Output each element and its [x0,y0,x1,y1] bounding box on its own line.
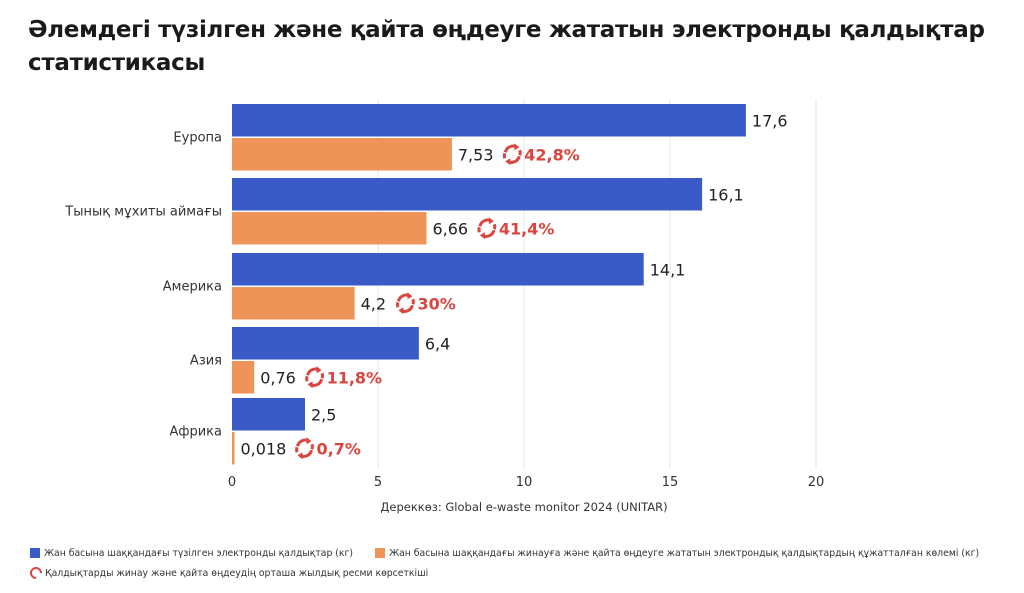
category-label: Тынық мұхиты аймағы [64,205,222,220]
recycle-icon [305,366,324,389]
value-label: 6,66 [432,219,468,238]
rate-label: 11,8% [327,368,383,387]
bar-generated [232,398,305,431]
bar-recycled [232,432,235,465]
bar-generated [232,178,703,211]
recycle-icon [295,437,314,460]
rate-label: 41,4% [499,219,555,238]
value-label: 16,1 [708,185,744,204]
category-label: Африка [169,425,222,440]
bar-generated [232,327,419,360]
x-tick-label: 5 [374,475,382,490]
chart-title: Әлемдегі түзілген және қайта өңдеуге жат… [28,17,985,76]
legend-item-rate: Қалдықтарды жинау және қайта өңдеудің ор… [27,564,429,582]
legend-item-recycled: Жан басына шаққандағы жинауға және қайта… [375,548,979,559]
category-labels: Еуропа Тынық мұхиты аймағы Америка Азия Афри… [64,131,222,440]
value-label: 7,53 [458,145,494,164]
recycle-icon [396,292,415,315]
recycle-icon [502,143,522,166]
value-label: 0,76 [260,368,296,387]
value-label: 2,5 [311,405,336,424]
legend-label-recycled: Жан басына шаққандағы жинауға және қайта… [389,547,980,559]
rate-label: 0,7% [317,439,361,458]
x-tick-label: 10 [516,475,533,490]
category-label: Азия [190,354,222,369]
source-label: Дереккөз: Global e-waste monitor 2024 (U… [380,500,667,514]
bar-recycled [232,212,427,245]
rate-label: 42,8% [524,145,580,164]
value-label: 6,4 [425,334,450,353]
category-label: Еуропа [173,131,222,146]
rate-label: 30% [417,294,455,313]
legend-swatch-orange [375,548,386,558]
recycle-icon [477,217,497,240]
x-tick-label: 0 [228,475,236,490]
bar-recycled [232,138,452,171]
value-label: 17,6 [752,111,788,130]
x-tick-label: 20 [808,475,825,490]
legend-label-generated: Жан басына шаққандағы түзілген электронд… [44,547,354,559]
value-label: 0,018 [241,439,287,458]
bar-recycled [232,287,355,320]
x-tick-label: 15 [662,475,679,490]
bar-generated [232,104,746,137]
legend-item-generated: Жан басына шаққандағы түзілген электронд… [30,548,353,559]
legend: Жан басына шаққандағы түзілген электронд… [27,543,1001,583]
x-axis-ticks: 0 5 10 15 20 [228,475,824,490]
legend-label-rate: Қалдықтарды жинау және қайта өңдеудің ор… [45,567,429,579]
legend-swatch-blue [30,548,40,558]
recycle-icon [27,564,45,582]
bar-recycled [232,361,255,394]
bar-generated [232,253,644,286]
value-label: 4,2 [361,294,386,313]
value-label: 14,1 [650,260,686,279]
bars: 17,6 7,53 42,8% 16,1 6,66 41,4% 14,1 4,2 30% 6,4 0… [232,104,788,465]
category-label: Америка [163,280,222,295]
